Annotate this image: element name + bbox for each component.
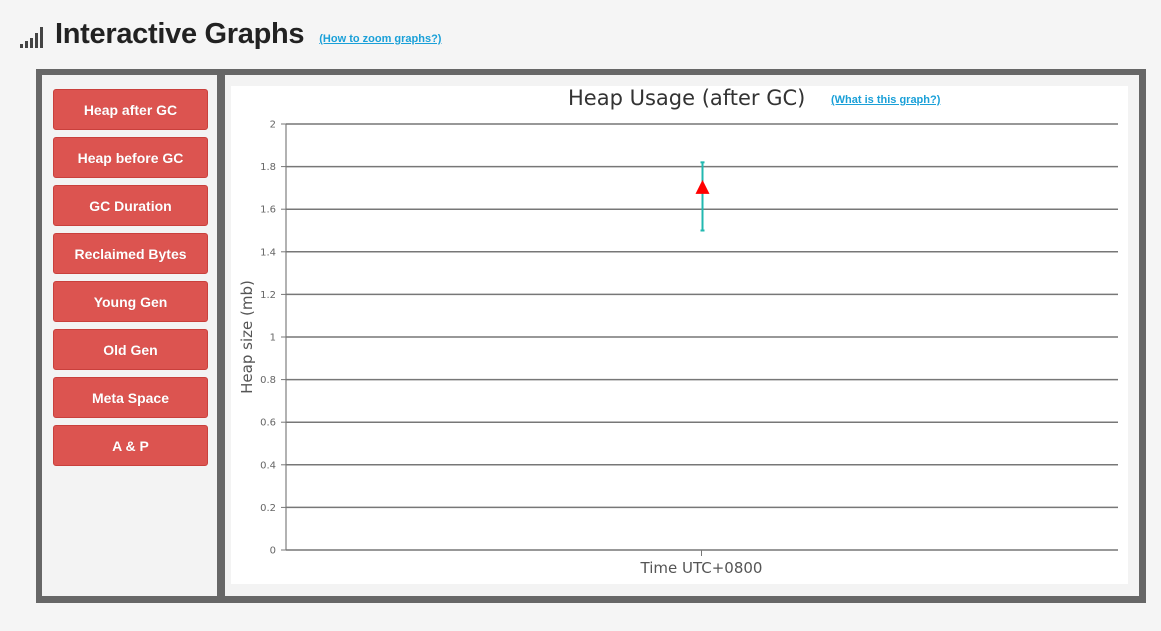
page-title: Interactive Graphs bbox=[55, 17, 305, 50]
chart-panel bbox=[225, 75, 1139, 596]
graphs-frame: Heap after GC Heap before GC GC Duration… bbox=[36, 69, 1146, 603]
zoom-help-link[interactable]: (How to zoom graphs?) bbox=[319, 33, 442, 45]
x-axis-label: Time UTC+0800 bbox=[640, 559, 763, 577]
young-gen-button[interactable]: Young Gen bbox=[53, 281, 208, 322]
y-tick-label: 1.4 bbox=[260, 247, 276, 258]
y-tick-label: 1.6 bbox=[260, 205, 276, 216]
y-axis-label: Heap size (mb) bbox=[238, 280, 256, 394]
chart-title: Heap Usage (after GC) bbox=[568, 86, 806, 110]
header: Interactive Graphs (How to zoom graphs?) bbox=[20, 14, 441, 54]
data-point-marker bbox=[695, 179, 710, 194]
y-tick-label: 1 bbox=[270, 333, 276, 344]
y-tick-label: 0.4 bbox=[260, 460, 276, 471]
y-tick-label: 1.8 bbox=[260, 162, 276, 173]
heap-after-gc-button[interactable]: Heap after GC bbox=[53, 89, 208, 130]
y-tick-label: 0 bbox=[270, 546, 276, 557]
y-tick-label: 2 bbox=[270, 120, 276, 131]
heap-before-gc-button[interactable]: Heap before GC bbox=[53, 137, 208, 178]
meta-space-button[interactable]: Meta Space bbox=[53, 377, 208, 418]
y-tick-label: 0.8 bbox=[260, 375, 276, 386]
graph-nav-sidebar: Heap after GC Heap before GC GC Duration… bbox=[42, 75, 217, 596]
signal-bars-icon bbox=[20, 26, 45, 48]
y-tick-label: 0.2 bbox=[260, 503, 276, 514]
y-tick-label: 1.2 bbox=[260, 290, 276, 301]
reclaimed-bytes-button[interactable]: Reclaimed Bytes bbox=[53, 233, 208, 274]
chart-area bbox=[231, 86, 1128, 584]
gc-duration-button[interactable]: GC Duration bbox=[53, 185, 208, 226]
what-is-this-graph-link[interactable]: (What is this graph?) bbox=[831, 94, 941, 106]
old-gen-button[interactable]: Old Gen bbox=[53, 329, 208, 370]
y-tick-label: 0.6 bbox=[260, 418, 276, 429]
a-and-p-button[interactable]: A & P bbox=[53, 425, 208, 466]
